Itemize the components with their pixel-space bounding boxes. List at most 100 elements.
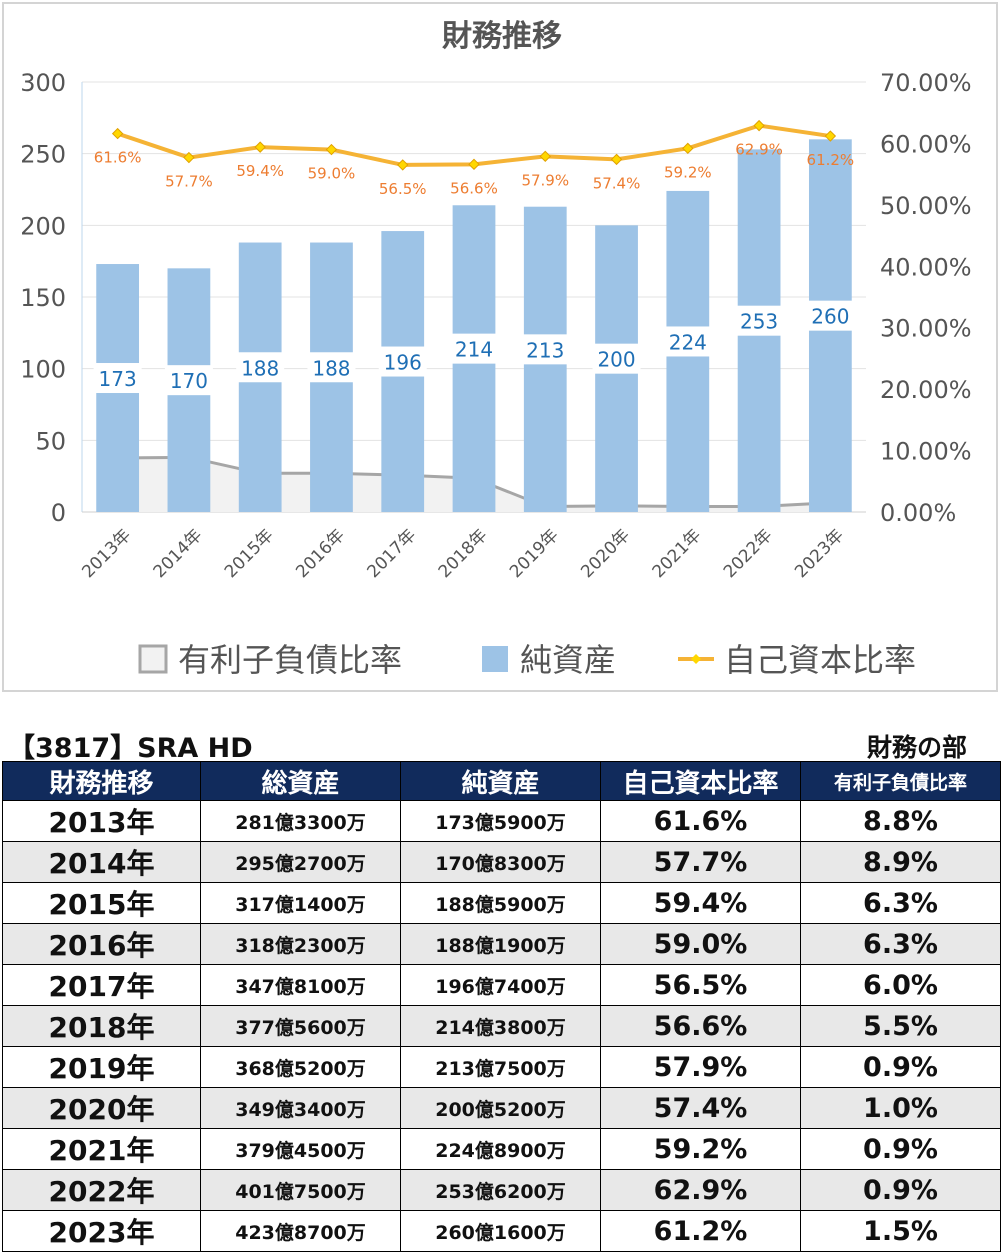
header-equity-ratio: 自己資本比率	[600, 761, 801, 801]
cell-net-assets: 170億8300万	[400, 841, 601, 883]
cell-year: 2016年	[2, 923, 201, 965]
x-tick-label: 2023年	[791, 525, 848, 582]
cell-equity-ratio: 59.2%	[600, 1128, 801, 1170]
cell-year: 2014年	[2, 841, 201, 883]
equity-ratio-marker	[254, 141, 266, 153]
bar-label-background	[236, 352, 285, 383]
equity-ratio-marker	[325, 143, 338, 156]
x-tick-label: 2015年	[221, 525, 278, 582]
cell-total-assets: 347億8100万	[200, 964, 401, 1006]
equity-ratio-label: 59.0%	[308, 165, 356, 183]
bar-data-label: 188	[241, 356, 279, 380]
x-tick-label: 2017年	[364, 525, 421, 582]
bar-label-background	[164, 365, 213, 396]
cell-debt-ratio: 6.3%	[800, 882, 1001, 924]
table-row: 2019年 368億5200万 213億7500万 57.9% 0.9%	[2, 1046, 1001, 1088]
cell-debt-ratio: 6.3%	[800, 923, 1001, 965]
y-tick-label-right: 20.00%	[880, 376, 972, 404]
equity-ratio-label: 61.2%	[807, 151, 855, 169]
cell-net-assets: 188億5900万	[400, 882, 601, 924]
section-title: 財務の部	[866, 733, 967, 762]
y-tick-label-left: 0	[51, 499, 66, 527]
cell-debt-ratio: 8.8%	[800, 800, 1001, 842]
cell-debt-ratio: 6.0%	[800, 964, 1001, 1006]
company-name: 【3817】SRA HD	[8, 733, 253, 764]
y-tick-label-left: 100	[20, 356, 66, 384]
equity-ratio-marker	[397, 159, 409, 171]
cell-debt-ratio: 1.5%	[800, 1210, 1001, 1252]
y-tick-label-right: 0.00%	[880, 499, 956, 527]
cell-equity-ratio: 59.0%	[600, 923, 801, 965]
x-tick-label: 2021年	[649, 525, 706, 582]
chart-svg: 財務推移 0 50 100 150 200 250 300 0.00% 10.00% 20.00% 3…	[20, 19, 972, 679]
cell-debt-ratio: 0.9%	[800, 1169, 1001, 1211]
x-tick-label: 2016年	[292, 525, 349, 582]
bar-label-background	[735, 305, 784, 336]
equity-ratio-label: 59.2%	[664, 163, 712, 181]
cell-total-assets: 318億2300万	[200, 923, 401, 965]
y-tick-label-right: 60.00%	[880, 130, 972, 158]
equity-ratio-label: 61.6%	[94, 149, 142, 167]
bar-label-background	[450, 333, 498, 364]
table-body: 2013年 281億3300万 173億5900万 61.6% 8.8% 2014年 295…	[2, 800, 1001, 1252]
bar-data-label: 173	[99, 367, 137, 391]
equity-ratio-label: 56.6%	[450, 179, 498, 197]
cell-year: 2017年	[2, 964, 201, 1006]
y-tick-label-left: 200	[20, 212, 66, 240]
cell-total-assets: 281億3300万	[200, 800, 401, 842]
x-tick-label: 2019年	[506, 525, 563, 582]
bar-data-label: 213	[526, 338, 564, 362]
cell-year: 2013年	[2, 800, 201, 842]
equity-ratio-marker	[753, 119, 765, 132]
legend-label-net-assets: 純資産	[520, 641, 616, 679]
header-period: 財務推移	[2, 761, 201, 801]
cell-equity-ratio: 62.9%	[600, 1169, 801, 1211]
cell-debt-ratio: 0.9%	[800, 1046, 1001, 1088]
equity-ratio-label: 62.9%	[735, 141, 783, 159]
legend-swatch-net-assets	[482, 646, 508, 672]
cell-debt-ratio: 5.5%	[800, 1005, 1001, 1047]
legend-swatch-debt-ratio	[138, 644, 168, 674]
bar-label-background	[806, 300, 855, 331]
equity-ratio-marker	[539, 150, 551, 163]
chart-panel: 財務推移 0 50 100 150 200 250 300 0.00% 10.00% 20.00% 3…	[2, 2, 998, 692]
cell-debt-ratio: 1.0%	[800, 1087, 1001, 1129]
equity-ratio-marker	[682, 142, 694, 155]
x-tick-label: 2020年	[577, 525, 634, 582]
table-row: 2016年 318億2300万 188億1900万 59.0% 6.3%	[2, 923, 1001, 965]
equity-ratio-marker	[610, 153, 623, 166]
financial-table: 財務推移 総資産 純資産 自己資本比率 有利子負債比率 2013年 281億330…	[2, 761, 1001, 1252]
cell-debt-ratio: 8.9%	[800, 841, 1001, 883]
cell-net-assets: 200億5200万	[400, 1087, 601, 1129]
cell-year: 2020年	[2, 1087, 201, 1129]
header-debt-ratio: 有利子負債比率	[800, 761, 1001, 801]
bar-label-background	[663, 326, 712, 357]
x-tick-label: 2022年	[720, 525, 777, 582]
y-tick-label-right: 30.00%	[880, 315, 972, 343]
table-row: 2013年 281億3300万 173億5900万 61.6% 8.8%	[2, 800, 1001, 842]
equity-ratio-marker	[468, 158, 480, 171]
bar-data-label: 214	[455, 338, 493, 362]
equity-ratio-marker	[183, 151, 195, 164]
equity-ratio-label: 57.9%	[521, 171, 569, 189]
chart-title: 財務推移	[442, 19, 562, 54]
y-tick-label-right: 70.00%	[880, 69, 972, 97]
cell-equity-ratio: 57.7%	[600, 841, 801, 883]
table-row: 2015年 317億1400万 188億5900万 59.4% 6.3%	[2, 882, 1001, 924]
cell-net-assets: 253億6200万	[400, 1169, 601, 1211]
cell-equity-ratio: 57.4%	[600, 1087, 801, 1129]
bar-data-label: 196	[384, 351, 422, 375]
cell-net-assets: 260億1600万	[400, 1210, 601, 1252]
table-row: 2014年 295億2700万 170億8300万 57.7% 8.9%	[2, 841, 1001, 883]
table-row: 2017年 347億8100万 196億7400万 56.5% 6.0%	[2, 964, 1001, 1006]
legend-swatch-equity-marker	[691, 654, 701, 664]
cell-net-assets: 173億5900万	[400, 800, 601, 842]
x-tick-label: 2014年	[150, 525, 207, 582]
table-header-row: 財務推移 総資産 純資産 自己資本比率 有利子負債比率	[2, 761, 1001, 801]
cell-year: 2022年	[2, 1169, 201, 1211]
cell-equity-ratio: 56.5%	[600, 964, 801, 1006]
equity-ratio-label: 57.7%	[165, 173, 213, 191]
y-tick-label-left: 50	[35, 427, 66, 455]
legend-label-equity-ratio: 自己資本比率	[724, 641, 916, 679]
cell-year: 2015年	[2, 882, 201, 924]
